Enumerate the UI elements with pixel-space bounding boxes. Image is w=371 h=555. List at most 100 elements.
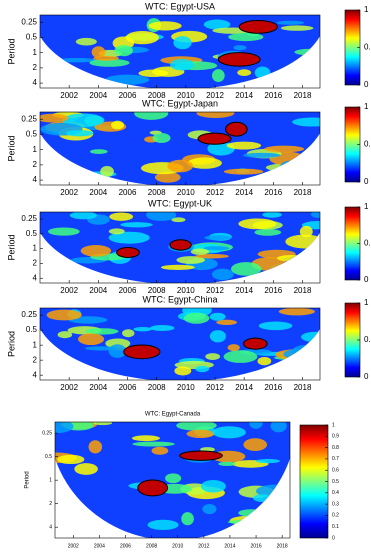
colorbar-tick-label: 1 [364,5,369,14]
coherence-blob [253,494,272,502]
colorbar-tick-label: 1 [332,422,335,428]
significant-region [123,344,161,360]
colorbar [299,424,329,539]
coherence-blob [190,248,210,255]
x-tick-label: 2016 [250,543,261,549]
coherence-blob [108,231,150,244]
y-tick-label: 1 [33,340,38,349]
coherence-blob [262,212,282,218]
colorbar-tick-label: 0.6 [332,468,339,474]
coherence-blob [204,235,231,241]
panel-title: WTC: Egypt-USA [145,1,215,11]
coherence-blob [264,145,305,153]
coherence-blob [149,325,175,331]
coherence-blob [105,74,150,85]
coherence-blob [258,321,293,331]
coherence-blob [292,117,320,127]
y-tick-label: 4 [33,273,38,282]
y-axis-label: Period [6,38,16,64]
x-tick-label: 2010 [172,543,183,549]
coherence-blob [151,446,169,455]
plot-area [40,15,320,88]
colorbar-tick-label: 0.7 [332,456,339,462]
coherence-blob [280,160,304,172]
coherence-blob [170,58,194,71]
coherence-blob [111,120,125,130]
plot-area [55,422,290,538]
coherence-blob [55,422,74,434]
colorbar-tick-label: 0 [364,177,369,186]
coherence-blob [218,461,237,466]
plot-area [40,308,320,380]
x-tick-label: 2006 [119,383,137,392]
coherence-blob [114,44,133,57]
x-tick-label: 2014 [235,91,253,100]
coherence-blob [132,435,160,442]
colorbar-tick-label: 0.4 [332,490,339,496]
coherence-blob [288,157,320,169]
coherence-blob [91,46,106,58]
coherence-blob [228,32,264,42]
y-axis-label: Period [6,135,16,161]
coherence-blob [138,69,169,78]
coherence-blob [183,312,210,324]
coherence-blob [212,426,246,439]
coherence-blob [125,30,159,45]
coherence-blob [93,55,119,61]
significant-region [217,52,261,67]
colorbar-tick-label: 0.8 [332,445,339,451]
significant-region [197,132,232,145]
coherence-field [40,15,320,88]
coherence-blob [200,480,226,493]
panel-title: WTC: Egypt-UK [148,198,212,208]
plot-frame [39,307,321,381]
y-tick-label: 0.5 [26,229,38,238]
colorbar-tick-label: 0 [364,372,369,381]
x-tick-label: 2016 [264,286,282,295]
colorbar-tick-label: 1 [364,102,369,111]
coherence-blob [242,152,281,158]
coherence-blob [132,441,175,447]
coherence-blob [146,212,177,221]
coherence-blob [294,48,320,56]
coherence-blob [243,438,268,451]
x-tick-label: 2014 [235,383,253,392]
coherence-blob [249,422,263,429]
coherence-blob [203,246,230,251]
coherence-blob [300,331,320,343]
colorbar-tick-label: 1 [364,202,369,211]
y-tick-label: 2 [33,63,38,72]
coherence-blob [100,166,114,177]
coherence-blob [85,346,119,351]
panel-title: WTC: Egypt-China [142,294,217,304]
coherence-blob [212,69,225,83]
coherence-blob [93,422,113,426]
coherence-blob [77,333,105,346]
coherence-blob [120,222,153,228]
coherence-blob [55,475,65,486]
y-tick-label: 0.25 [21,114,37,123]
coherence-field [40,308,320,380]
coherence-blob [238,218,277,230]
colorbar-tick-label: 0 [364,80,369,89]
y-tick-label: 4 [49,525,52,531]
colorbar-tick-label: 0.9 [332,434,339,440]
colorbar-tick-label: 0.2 [332,513,339,519]
coherence-blob [254,228,282,236]
coherence-blob [265,163,310,172]
x-tick-label: 2016 [264,383,282,392]
coherence-blob [57,331,73,339]
coherence-blob [47,227,80,236]
significant-region [238,19,278,34]
y-tick-label: 1 [49,477,52,483]
x-tick-label: 2014 [235,188,253,197]
x-tick-label: 2002 [68,543,79,549]
coherence-blob [280,25,314,31]
y-tick-label: 2 [33,259,38,268]
y-tick-label: 2 [49,501,52,507]
coherence-blob [88,440,103,454]
x-tick-label: 2018 [294,91,312,100]
coherence-blob [40,113,69,123]
y-tick-label: 0.5 [26,325,38,334]
coherence-blob [296,173,320,179]
